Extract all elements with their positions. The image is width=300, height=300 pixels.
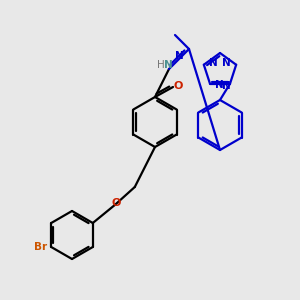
Text: N: N [215, 80, 224, 90]
Text: Br: Br [34, 242, 47, 252]
Text: N: N [209, 58, 218, 68]
Text: O: O [173, 81, 183, 91]
Text: O: O [111, 198, 121, 208]
Text: H: H [157, 60, 165, 70]
Text: N: N [222, 81, 230, 91]
Text: N: N [222, 58, 231, 68]
Text: N: N [164, 60, 172, 70]
Text: N: N [175, 51, 183, 61]
